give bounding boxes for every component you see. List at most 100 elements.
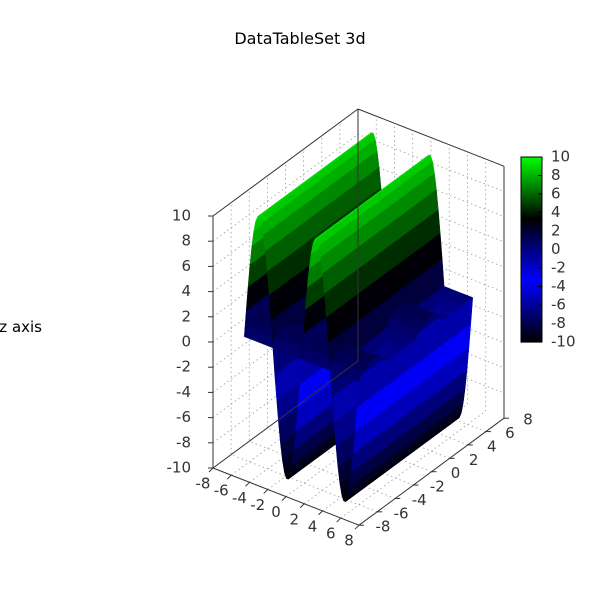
colorbar-band	[521, 168, 542, 172]
y-tick-label: -2	[430, 478, 445, 496]
colorbar-band	[521, 263, 542, 267]
colorbar-tick-label: -2	[551, 259, 566, 277]
colorbar-band	[521, 293, 542, 297]
colorbar-tick-label: -8	[551, 314, 566, 332]
colorbar-band	[521, 256, 542, 260]
colorbar-band	[521, 214, 542, 218]
colorbar-band	[521, 217, 542, 221]
colorbar-band	[521, 157, 542, 160]
colorbar-tick-label: 2	[551, 222, 561, 240]
colorbar-tick-label: -6	[551, 296, 566, 314]
floor-back-edge-left	[212, 360, 359, 469]
z-tick-label: 8	[181, 232, 191, 250]
x-tick-mark	[318, 510, 323, 516]
colorbar-band	[521, 279, 542, 283]
colorbar-band	[521, 316, 542, 320]
colorbar-tick-label: 8	[551, 166, 561, 184]
x-tick-label: -6	[214, 482, 229, 500]
x-tick-label: -4	[232, 489, 247, 507]
colorbar-band	[521, 337, 542, 341]
colorbar-band	[521, 231, 542, 234]
colorbar-band	[521, 210, 542, 214]
z-tick-label: -2	[176, 358, 191, 376]
colorbar-band	[521, 244, 542, 248]
z-tick-label: -4	[176, 383, 191, 401]
x-tick-mark	[336, 517, 342, 523]
colorbar-band	[521, 335, 542, 338]
x-tick-label: 8	[344, 532, 354, 550]
colorbar-band	[521, 173, 542, 177]
colorbar-band	[521, 302, 542, 306]
colorbar-band	[521, 277, 542, 281]
colorbar-band	[521, 305, 542, 308]
surface-layer	[243, 131, 474, 503]
colorbar-band	[521, 240, 542, 244]
colorbar-band	[521, 291, 542, 295]
colorbar-band	[521, 187, 542, 190]
colorbar-band	[521, 235, 542, 239]
colorbar-band	[521, 298, 542, 301]
y-tick-label: 6	[505, 424, 515, 442]
x-tick-label: 0	[271, 503, 281, 521]
top-back-edge	[357, 108, 505, 167]
z-tick-label: 2	[181, 307, 191, 325]
colorbar-band	[521, 247, 542, 251]
colorbar-tick-label: 0	[551, 240, 561, 258]
colorbar-tick-label: -4	[551, 277, 566, 295]
colorbar-band	[521, 184, 542, 188]
x-gridline	[340, 159, 487, 519]
top-left-edge	[212, 108, 359, 217]
colorbar-band	[521, 300, 542, 304]
z-tick-label: -8	[176, 433, 191, 451]
colorbar-band	[521, 339, 542, 343]
colorbar-band	[521, 309, 542, 313]
y-tick-label: 8	[523, 411, 533, 429]
colorbar-band	[521, 284, 542, 288]
colorbar-band	[521, 330, 542, 334]
colorbar-band	[521, 189, 542, 193]
colorbar-band	[521, 233, 542, 237]
colorbar-tick-label: 10	[551, 148, 570, 166]
colorbar-band	[521, 258, 542, 262]
colorbar-band	[521, 332, 542, 336]
colorbar-band	[521, 194, 542, 197]
y-gridline	[230, 202, 378, 513]
colorbar-tick-label: 6	[551, 185, 561, 203]
z-axis-label: z axis	[0, 318, 42, 336]
y-tick-label: -6	[394, 504, 409, 522]
colorbar-band	[521, 318, 542, 322]
x-tick-mark	[226, 474, 232, 480]
colorbar-band	[521, 281, 542, 285]
x-tick-mark	[299, 503, 305, 509]
colorbar-band	[521, 328, 542, 332]
y-tick-label: -4	[412, 491, 427, 509]
colorbar-band	[521, 212, 542, 216]
colorbar-band	[521, 177, 542, 181]
y-tick-label: 4	[487, 437, 497, 455]
colorbar-band	[521, 272, 542, 276]
colorbar-band	[521, 288, 542, 292]
colorbar-band	[521, 321, 542, 325]
colorbar-band	[521, 163, 542, 167]
z-tick-label: 10	[172, 207, 191, 225]
colorbar-band	[521, 200, 542, 204]
colorbar-band	[521, 207, 542, 211]
x-tick-mark	[281, 496, 287, 501]
x-tick-label: -8	[196, 475, 211, 493]
colorbar-band	[521, 228, 542, 232]
x-tick-label: -2	[250, 496, 265, 514]
x-tick-mark	[354, 524, 360, 530]
colorbar-band	[521, 311, 542, 315]
colorbar-band	[521, 170, 542, 174]
x-tick-mark	[245, 481, 250, 487]
colorbar-band	[521, 295, 542, 299]
colorbar-band	[521, 219, 542, 223]
surface-a-patch	[356, 377, 364, 408]
colorbar-band	[521, 314, 542, 318]
colorbar-band	[521, 203, 542, 207]
colorbar-band	[521, 180, 542, 184]
colorbar-tick-label: 4	[551, 203, 561, 221]
